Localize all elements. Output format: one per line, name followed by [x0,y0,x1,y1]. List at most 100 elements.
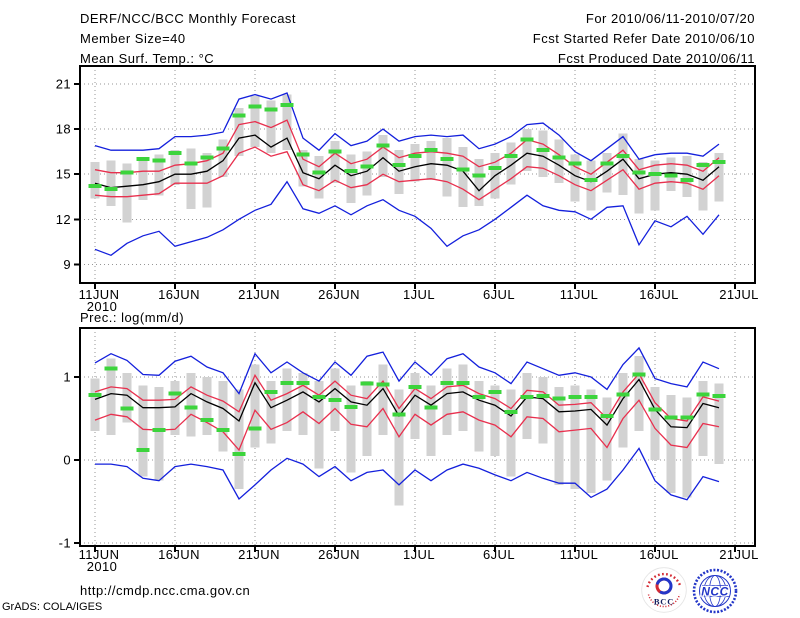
precipitation-panel: -1 0 1 11JUN 16JUN 21JUN 26JUN 1JUL 6JUL 11JUL 16J… [59,327,759,575]
ensemble-bar [234,389,244,489]
ensemble-bar [714,383,724,465]
ensemble-bar [250,364,260,448]
ensemble-bar [218,381,228,452]
ensemble-bar [506,389,516,477]
bcc-logo-top-text-arc [646,572,682,588]
ensemble-spread-bars [90,356,724,506]
x-tick-label: 21JUL [719,547,759,562]
observation-dash [136,448,150,452]
forecast-period-label: For 2010/06/11-2010/07/20 [585,11,755,26]
ensemble-bar [298,372,308,436]
ensemble-bar [266,381,276,444]
observation-dash [392,163,406,168]
observation-dash [88,184,102,189]
y-tick-label: -1 [59,536,71,551]
observation-dash [344,169,358,174]
observation-dash [216,428,230,433]
observation-dash [216,146,230,151]
observation-dash [344,404,358,409]
axis-ticks-and-labels: -1 0 1 11JUN 16JUN 21JUN 26JUN 1JUL 6JUL 11JUL 16J… [59,370,759,575]
ensemble-bar [650,386,660,460]
observation-dash [600,161,614,166]
ensemble-bar [538,377,548,444]
ensemble-bar [314,156,324,199]
source-url: http://cmdp.ncc.cma.gov.cn [80,583,251,598]
observation-dash [712,394,726,399]
observation-dash [488,389,502,394]
ensemble-bar [618,133,628,196]
bcc-swirl-blue [656,577,673,595]
observation-dash [424,148,438,153]
ensemble-bar [138,157,148,200]
observation-dash [408,154,422,159]
grads-credit: GrADS: COLA/IGES [2,601,103,613]
bcc-logo-bottom-text-arc [647,594,681,608]
series-upper-quartile-line [94,372,720,422]
ncc-logo-text: NCC [701,585,729,599]
observation-dash [648,407,662,412]
observation-dash [264,107,278,112]
observation-dash [104,187,118,192]
ensemble-bar [602,397,612,481]
ncc-logo: NCC [692,568,738,614]
x-tick-label: 11JUL [560,287,599,302]
axis-ticks-and-labels: 9 12 15 18 21 11JUN 16JUN 21JUN 26JUN 1JUL 6JUL 11J… [56,77,759,315]
observation-dash [552,396,566,401]
y-tick-label: 12 [56,212,71,227]
y-tick-label: 0 [63,453,71,468]
ensemble-bar [106,160,116,206]
x-axis-year-label: 2010 [87,299,118,314]
observation-dash [248,104,262,109]
ensemble-bar [618,372,628,448]
observation-dash [376,382,390,387]
ensemble-bar [426,141,436,181]
ensemble-bar [554,386,564,485]
observation-dash [296,152,310,157]
series-upper-quartile-line [94,119,720,175]
ensemble-bar [698,381,708,456]
observation-dash [360,164,374,169]
ensemble-bar [122,163,132,223]
ensemble-bar [346,385,356,473]
ensemble-bar [234,108,244,157]
ensemble-bar [154,154,164,196]
observation-dash [648,172,662,177]
observation-dash [456,167,470,172]
observation-dash [88,393,102,398]
ensemble-bar [522,129,532,172]
x-tick-label: 11JUN [79,547,120,562]
bcc-logo-swirl [655,577,673,595]
ensemble-bar [442,368,452,436]
ensemble-bar [410,372,420,440]
x-tick-label: 16JUN [158,287,200,302]
observation-dash [680,415,694,420]
observation-dash [488,166,502,171]
series-ensemble-max-line [94,92,720,162]
observation-dash [232,452,246,457]
observation-dash [600,414,614,418]
ensemble-bar [330,141,340,184]
observation-dash [168,391,182,396]
ensemble-bar [170,381,180,436]
ensemble-bar [202,153,212,208]
observation-dash [552,155,566,160]
observation-dash [568,161,582,166]
ensemble-bar [650,160,660,211]
observation-dash [696,163,710,168]
ensemble-bar [506,142,516,185]
ensemble-bar [186,148,196,209]
observation-dash [616,392,630,397]
observation-dash [616,154,630,159]
observation-dash [168,151,182,156]
observation-dash [360,381,374,386]
observation-dash [248,426,262,431]
observation-dash [584,394,598,399]
observation-dash [440,380,454,385]
ensemble-bar [282,94,292,151]
observation-dash [280,103,294,108]
x-tick-label: 6JUL [483,547,515,562]
plot-frame [79,327,756,547]
series-ensemble-mean-line [94,378,720,429]
ensemble-bar [634,356,644,431]
